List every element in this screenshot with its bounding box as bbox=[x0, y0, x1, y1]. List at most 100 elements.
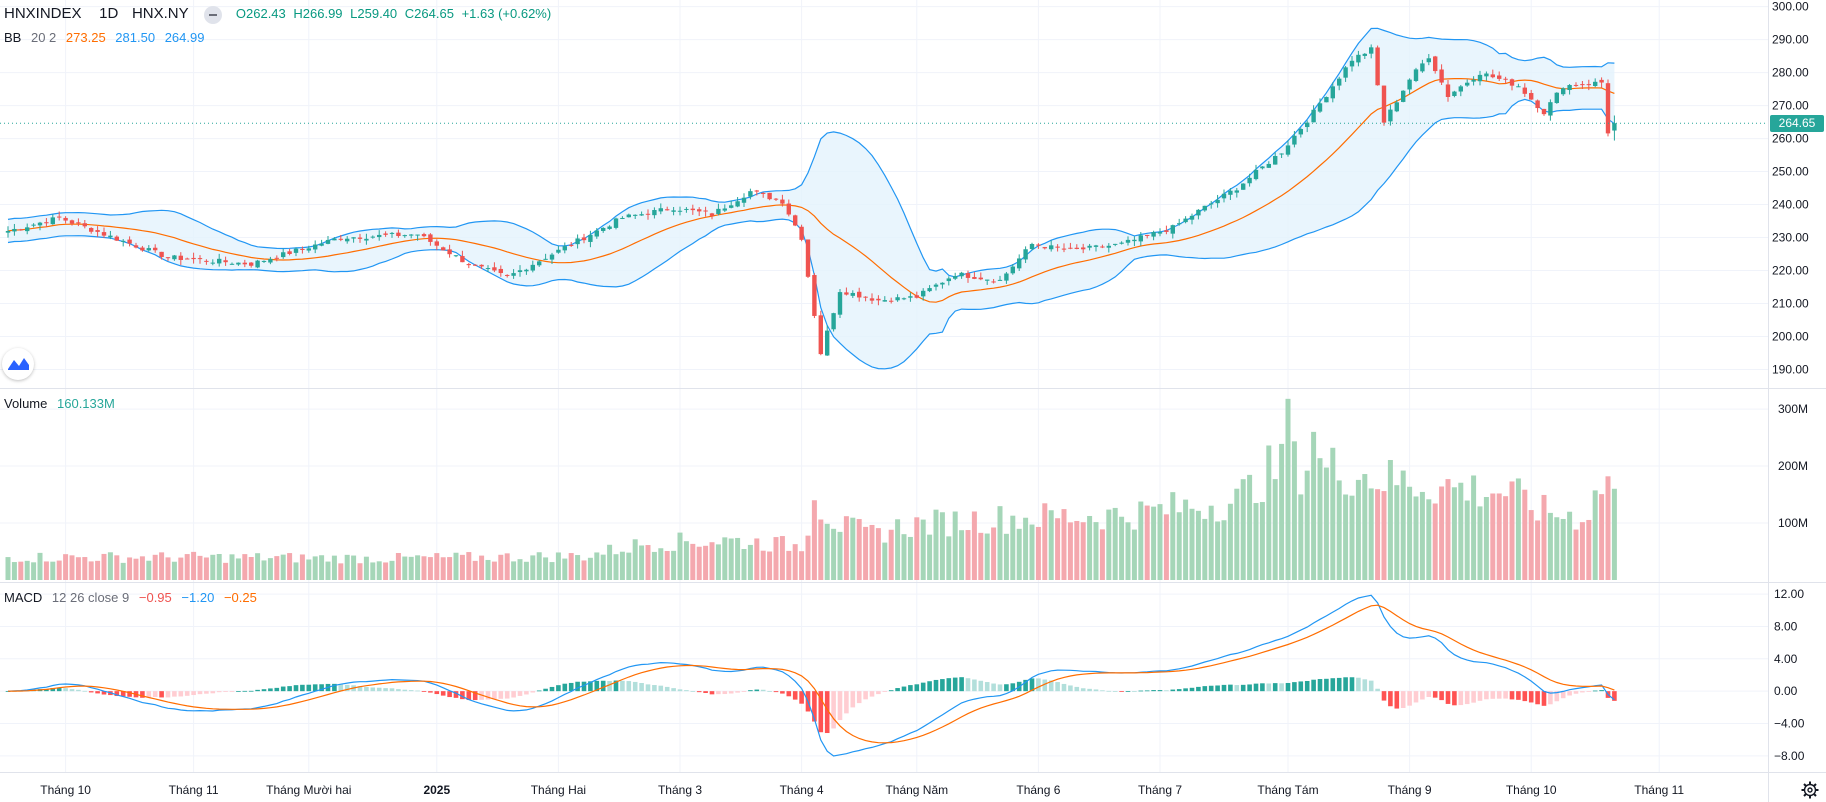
macd-hist-bar bbox=[1253, 683, 1259, 692]
macd-hist-bar bbox=[76, 689, 81, 692]
macd-hist-bar bbox=[95, 691, 100, 694]
candle-body bbox=[761, 192, 766, 194]
candle-body bbox=[133, 245, 139, 248]
macd-hist-bar bbox=[376, 687, 382, 692]
volume-bar bbox=[773, 537, 779, 580]
candle-body bbox=[1170, 225, 1175, 234]
candle-body bbox=[581, 237, 587, 241]
macd-hist-bar bbox=[1266, 683, 1272, 692]
volume-bar bbox=[1528, 510, 1534, 580]
macd-hist-bar bbox=[1477, 691, 1483, 701]
candle-body bbox=[690, 208, 695, 211]
bb-legend[interactable]: BB 20 2 273.25 281.50 264.99 bbox=[4, 30, 210, 45]
candle-body bbox=[1433, 56, 1438, 72]
macd-hist-bar bbox=[1368, 680, 1374, 692]
candle-body bbox=[729, 205, 734, 208]
volume-bar bbox=[75, 557, 81, 580]
candle-body bbox=[313, 244, 318, 250]
candle-body bbox=[517, 270, 523, 273]
volume-bars bbox=[5, 398, 1617, 580]
candle-body bbox=[89, 227, 94, 232]
candle-body bbox=[1157, 232, 1163, 234]
bb-basis-value: 273.25 bbox=[65, 30, 106, 45]
volume-bar bbox=[1087, 515, 1093, 580]
macd-hist-bar bbox=[850, 691, 856, 708]
candle-body bbox=[1017, 258, 1022, 269]
volume-bar bbox=[120, 562, 126, 580]
macd-hist-bar bbox=[434, 691, 440, 695]
candle-body bbox=[396, 232, 401, 236]
macd-hist-bar bbox=[440, 691, 446, 696]
volume-bar bbox=[1317, 458, 1323, 580]
candle-body bbox=[421, 234, 427, 237]
candle-body bbox=[1580, 84, 1585, 86]
macd-hist-bar bbox=[1170, 689, 1176, 692]
macd-legend[interactable]: MACD 12 26 close 9 −0.95 −1.20 −0.25 bbox=[4, 590, 263, 605]
macd-hist-bar bbox=[370, 687, 376, 692]
macd-hist-bar bbox=[607, 681, 612, 692]
macd-hist-bar bbox=[837, 691, 843, 721]
macd-hist-bar bbox=[696, 691, 702, 693]
volume-bar bbox=[1496, 493, 1502, 580]
macd-hist-bar bbox=[447, 691, 452, 698]
volume-bar bbox=[1477, 506, 1483, 580]
volume-bar bbox=[408, 556, 414, 580]
macd-hist-bar bbox=[1042, 679, 1048, 692]
volume-bar bbox=[1016, 528, 1022, 580]
macd-hist-bar bbox=[1260, 683, 1265, 692]
settings-gear-icon[interactable] bbox=[1800, 780, 1820, 800]
candle-body bbox=[556, 249, 561, 253]
tradingview-logo[interactable] bbox=[2, 348, 34, 380]
macd-hist-bar bbox=[1336, 677, 1342, 692]
macd-hist-bar bbox=[1317, 679, 1323, 692]
volume-bar bbox=[1215, 521, 1221, 580]
macd-hist-bar bbox=[1432, 691, 1438, 698]
price-axis-label: 250.00 bbox=[1772, 165, 1809, 179]
candle-body bbox=[1164, 230, 1169, 232]
macd-hist-bar bbox=[357, 686, 363, 692]
volume-bar bbox=[555, 552, 561, 580]
volume-bar bbox=[1355, 479, 1361, 580]
volume-name: Volume bbox=[4, 396, 48, 411]
volume-bar bbox=[479, 555, 485, 580]
volume-bar bbox=[344, 554, 350, 580]
macd-hist-bar bbox=[69, 689, 75, 692]
candle-body bbox=[921, 290, 926, 297]
macd-hist-bar bbox=[1330, 678, 1336, 692]
macd-name: MACD bbox=[4, 590, 43, 605]
macd-hist-bar bbox=[933, 679, 939, 692]
volume-bar bbox=[248, 557, 254, 580]
candle-body bbox=[1292, 135, 1297, 145]
interval[interactable]: 1D bbox=[99, 5, 119, 22]
candle-body bbox=[76, 222, 81, 224]
volume-bar bbox=[171, 561, 177, 580]
volume-bar bbox=[280, 554, 286, 580]
exchange[interactable]: HNX.NY bbox=[131, 5, 189, 22]
volume-bar bbox=[690, 543, 696, 580]
volume-bar bbox=[56, 560, 62, 580]
candle-body bbox=[1593, 81, 1598, 86]
macd-hist-bar bbox=[856, 691, 862, 704]
macd-hist-bar bbox=[88, 691, 94, 693]
candle-body bbox=[364, 238, 369, 241]
macd-hist-bar bbox=[1343, 677, 1348, 692]
macd-hist-bar bbox=[210, 691, 216, 694]
volume-bar bbox=[11, 562, 17, 580]
volume-bar bbox=[863, 526, 869, 580]
macd-hist-bar bbox=[997, 684, 1003, 692]
macd-axis-label: −4.00 bbox=[1774, 717, 1805, 731]
collapse-icon[interactable] bbox=[204, 5, 223, 24]
candle-body bbox=[370, 236, 375, 238]
volume-legend[interactable]: Volume 160.133M bbox=[4, 396, 121, 411]
symbol-name[interactable]: HNXINDEX bbox=[4, 5, 82, 22]
volume-bar bbox=[549, 562, 555, 580]
macd-hist-bar bbox=[773, 691, 779, 693]
macd-hist-bar bbox=[1138, 690, 1144, 692]
price-axis-label: 190.00 bbox=[1772, 363, 1809, 377]
volume-bar bbox=[389, 560, 395, 580]
macd-hist-bar bbox=[658, 685, 664, 692]
bb-upper-value: 281.50 bbox=[115, 30, 156, 45]
candle-body bbox=[837, 292, 843, 315]
candle-body bbox=[1541, 108, 1547, 115]
